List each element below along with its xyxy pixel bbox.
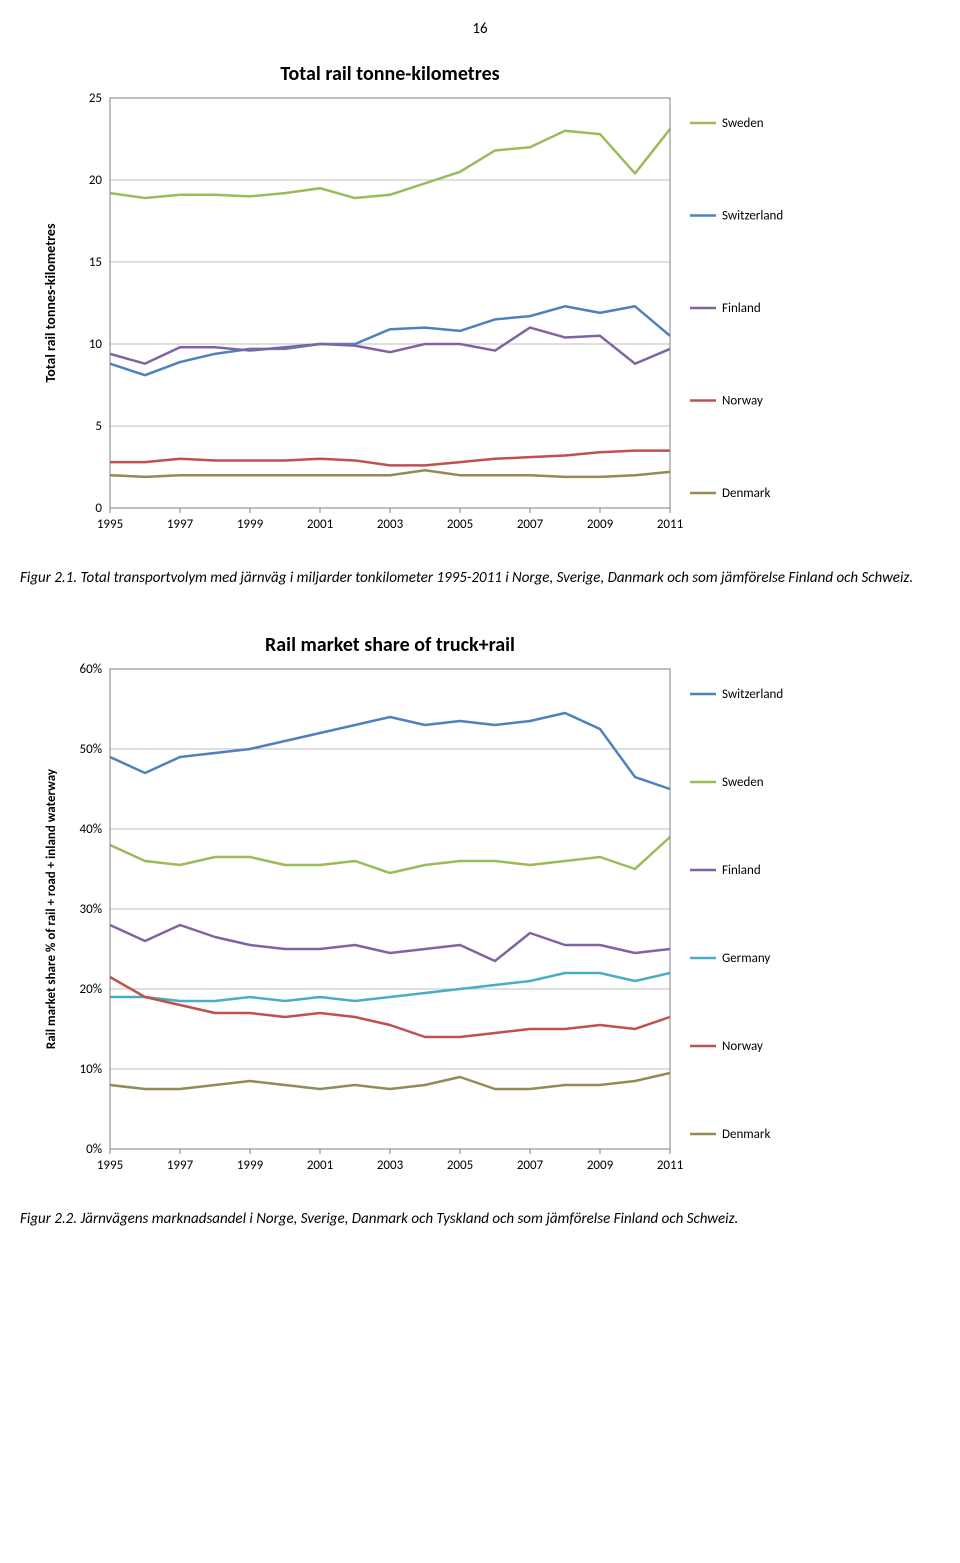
svg-text:Germany: Germany	[722, 951, 770, 966]
caption1: Figur 2.1. Total transportvolym med järn…	[20, 568, 940, 589]
svg-text:Switzerland: Switzerland	[722, 209, 783, 224]
svg-text:2001: 2001	[307, 517, 333, 532]
svg-text:25: 25	[89, 91, 102, 106]
svg-text:1997: 1997	[167, 517, 194, 532]
svg-text:10: 10	[89, 337, 103, 352]
svg-text:10%: 10%	[80, 1062, 102, 1077]
svg-text:1997: 1997	[167, 1158, 194, 1173]
svg-text:1995: 1995	[97, 517, 123, 532]
svg-text:Denmark: Denmark	[722, 1127, 770, 1142]
svg-text:2011: 2011	[657, 1158, 683, 1173]
svg-text:Rail market share % of rail +: Rail market share % of rail + road + inl…	[44, 768, 59, 1049]
svg-text:2009: 2009	[587, 517, 614, 532]
caption2: Figur 2.2. Järnvägens marknadsandel i No…	[20, 1209, 940, 1230]
svg-text:2003: 2003	[377, 517, 404, 532]
svg-text:50%: 50%	[80, 742, 102, 757]
chart1-container: 0 5 10 15 20 25 1995 1997 1999 2001 2003 2005 2007 20…	[20, 48, 940, 548]
svg-text:30%: 30%	[80, 902, 102, 917]
chart1-svg: 0 5 10 15 20 25 1995 1997 1999 2001 2003 2005 2007 20…	[20, 48, 840, 548]
svg-text:2009: 2009	[587, 1158, 614, 1173]
svg-text:0%: 0%	[86, 1142, 102, 1157]
svg-text:5: 5	[95, 419, 102, 434]
chart2-svg: 0% 10% 20% 30% 40% 50% 60% 1995 1997 1999 2001 2003…	[20, 619, 840, 1189]
svg-text:1995: 1995	[97, 1158, 123, 1173]
svg-text:Denmark: Denmark	[722, 486, 770, 501]
svg-text:2003: 2003	[377, 1158, 404, 1173]
svg-text:2005: 2005	[447, 1158, 473, 1173]
svg-text:Finland: Finland	[722, 863, 761, 878]
svg-text:60%: 60%	[80, 662, 102, 677]
chart2-container: 0% 10% 20% 30% 40% 50% 60% 1995 1997 1999 2001 2003…	[20, 619, 940, 1189]
page-number: 16	[20, 20, 940, 38]
svg-text:1999: 1999	[237, 1158, 264, 1173]
svg-text:20: 20	[89, 173, 103, 188]
svg-text:20%: 20%	[80, 982, 102, 997]
svg-text:Norway: Norway	[722, 394, 763, 409]
svg-text:Total rail tonne-kilometres: Total rail tonne-kilometres	[280, 62, 499, 86]
svg-text:Finland: Finland	[722, 301, 761, 316]
svg-text:Sweden: Sweden	[722, 775, 764, 790]
svg-text:Rail market share of truck+rai: Rail market share of truck+rail	[265, 633, 515, 657]
svg-text:15: 15	[89, 255, 102, 270]
svg-text:Norway: Norway	[722, 1039, 763, 1054]
svg-text:Total rail tonnes-kilometres: Total rail tonnes-kilometres	[42, 223, 59, 382]
svg-text:40%: 40%	[80, 822, 102, 837]
svg-text:2007: 2007	[517, 517, 544, 532]
svg-text:Switzerland: Switzerland	[722, 687, 783, 702]
svg-text:2005: 2005	[447, 517, 473, 532]
svg-text:2007: 2007	[517, 1158, 544, 1173]
svg-text:0: 0	[95, 501, 102, 516]
svg-text:Sweden: Sweden	[722, 116, 764, 131]
svg-text:2011: 2011	[657, 517, 683, 532]
svg-text:1999: 1999	[237, 517, 264, 532]
svg-text:2001: 2001	[307, 1158, 333, 1173]
